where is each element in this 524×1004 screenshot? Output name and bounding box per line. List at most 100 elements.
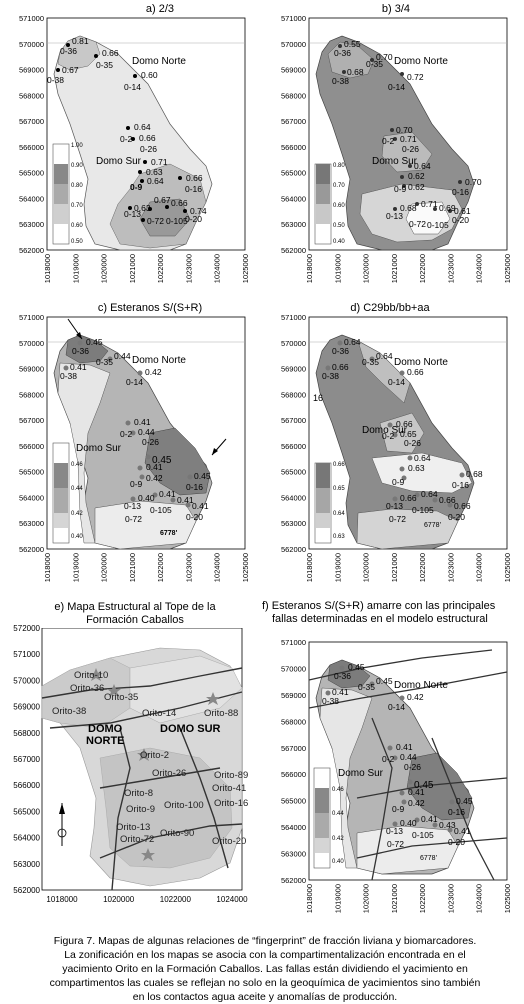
svg-text:0.63: 0.63	[408, 463, 425, 473]
svg-text:0-20: 0-20	[452, 215, 469, 225]
svg-text:0-36: 0-36	[332, 346, 349, 356]
svg-text:0-26: 0-26	[404, 762, 421, 772]
panel-b-map: 0.80 0.70 0.60 0.50 0.40 Domo Norte Domo…	[308, 17, 508, 251]
svg-text:Orito-16: Orito-16	[214, 798, 248, 809]
legend-c-2: 0.42	[71, 511, 83, 517]
legend-b-1: 0.70	[333, 183, 345, 189]
svg-text:Orito-88: Orito-88	[204, 708, 238, 719]
legend-c-0: 0.46	[71, 462, 83, 468]
domo-sur-label: Domo Sur	[372, 156, 418, 167]
svg-text:0.45: 0.45	[348, 662, 365, 672]
svg-text:0-36: 0-36	[334, 48, 351, 58]
svg-text:Orito-100: Orito-100	[164, 800, 204, 811]
svg-text:0.70: 0.70	[465, 177, 482, 187]
svg-text:0.41: 0.41	[134, 417, 151, 427]
svg-text:0-26: 0-26	[140, 144, 157, 154]
svg-text:0.66: 0.66	[186, 173, 203, 183]
svg-text:0.41: 0.41	[70, 362, 87, 372]
svg-text:0-20: 0-20	[185, 214, 202, 224]
legend-d-1: 0.65	[333, 486, 345, 492]
legend-c-1: 0.44	[71, 486, 83, 492]
legend-b-4: 0.40	[333, 239, 345, 245]
svg-text:Orito-9: Orito-9	[126, 804, 155, 815]
svg-text:0-36: 0-36	[72, 346, 89, 356]
svg-text:0.42: 0.42	[145, 367, 162, 377]
legend-a-4: 0.60	[71, 223, 83, 229]
legend-b-3: 0.50	[333, 223, 345, 229]
svg-text:0-72: 0-72	[125, 514, 142, 524]
legend-f-0: 0.46	[332, 787, 344, 793]
svg-text:0.70: 0.70	[396, 125, 413, 135]
svg-text:Orito-72: Orito-72	[120, 834, 154, 845]
well-depth-label: 6778'	[160, 530, 178, 537]
svg-text:0-105: 0-105	[412, 830, 434, 840]
panel-f-map: 0.46 0.44 0.42 0.40 Domo Norte Domo Sur …	[308, 641, 508, 881]
svg-text:0.60: 0.60	[141, 70, 158, 80]
svg-text:0-13: 0-13	[386, 211, 403, 221]
svg-text:0-35: 0-35	[366, 59, 383, 69]
legend-c-3: 0.40	[71, 534, 83, 540]
domo-norte-label-2: NORTE	[86, 735, 125, 747]
domo-norte-label: Domo Norte	[132, 355, 186, 366]
legend-a-2: 0.80	[71, 183, 83, 189]
svg-text:0-20: 0-20	[448, 512, 465, 522]
svg-text:0.41: 0.41	[454, 826, 471, 836]
svg-text:0.41: 0.41	[396, 742, 413, 752]
domo-sur-label: Domo Sur	[362, 425, 408, 436]
svg-text:0-105: 0-105	[150, 505, 172, 515]
domo-sur-label: Domo Sur	[96, 156, 142, 167]
side-label: 16	[313, 393, 323, 403]
svg-text:0-36: 0-36	[60, 46, 77, 56]
caption-line-3: yacimiento Orito en la Formación Caballo…	[62, 963, 468, 975]
domo-norte-label: Domo Norte	[394, 56, 448, 67]
svg-text:0-20: 0-20	[448, 837, 465, 847]
svg-text:0.41: 0.41	[332, 687, 349, 697]
caption-line-5: en los contactos agua aceite y anomalías…	[132, 991, 398, 1003]
svg-text:0.67: 0.67	[154, 195, 171, 205]
svg-text:0.65: 0.65	[400, 429, 417, 439]
svg-text:0-9: 0-9	[392, 477, 405, 487]
svg-text:0.44: 0.44	[114, 351, 131, 361]
domo-norte-label-1: DOMO	[88, 723, 123, 735]
svg-text:0.66: 0.66	[171, 198, 188, 208]
svg-text:0-13: 0-13	[386, 501, 403, 511]
legend-f-1: 0.44	[332, 811, 344, 817]
legend-d-0: 0.66	[333, 462, 345, 468]
svg-text:0.68: 0.68	[347, 67, 364, 77]
svg-text:0-16: 0-16	[185, 184, 202, 194]
svg-text:0-35: 0-35	[358, 682, 375, 692]
domo-sur-label: Domo Sur	[338, 768, 384, 779]
svg-text:0.66: 0.66	[332, 362, 349, 372]
svg-text:0.69: 0.69	[439, 203, 456, 213]
svg-text:0-38: 0-38	[332, 76, 349, 86]
caption-line-2: La zonificación en los mapas se asocia c…	[64, 949, 466, 961]
svg-text:0.45: 0.45	[194, 471, 211, 481]
svg-text:0-16: 0-16	[186, 482, 203, 492]
svg-text:0-38: 0-38	[60, 371, 77, 381]
svg-text:0-14: 0-14	[126, 377, 143, 387]
svg-text:0.42: 0.42	[407, 692, 424, 702]
svg-text:0-72: 0-72	[409, 219, 426, 229]
panel-f-title-2: fallas determinadas en el modelo estruct…	[272, 613, 488, 625]
svg-text:Orito-20: Orito-20	[212, 836, 246, 847]
legend-a-0: 1.00	[71, 143, 83, 149]
svg-text:0-38: 0-38	[322, 371, 339, 381]
svg-text:0-105: 0-105	[427, 220, 449, 230]
svg-text:Orito-13: Orito-13	[116, 822, 150, 833]
svg-text:Orito-35: Orito-35	[104, 692, 138, 703]
svg-text:Orito-41: Orito-41	[212, 783, 246, 794]
figure-caption: Figura 7. Mapas de algunas relaciones de…	[20, 934, 510, 1004]
svg-text:0.71: 0.71	[400, 134, 417, 144]
svg-text:0.64: 0.64	[414, 453, 431, 463]
svg-text:0-2: 0-2	[382, 754, 395, 764]
legend-f-3: 0.40	[332, 859, 344, 865]
panel-c-map: 0.46 0.44 0.42 0.40 Domo Norte Domo Sur …	[46, 316, 246, 550]
svg-text:0.40: 0.40	[400, 818, 417, 828]
svg-text:0.70: 0.70	[376, 52, 393, 62]
svg-text:0-14: 0-14	[388, 377, 405, 387]
domo-norte-label: Domo Norte	[132, 56, 186, 67]
well-depth-label: 6778'	[424, 522, 441, 529]
svg-text:0-38: 0-38	[47, 75, 64, 85]
svg-text:0-14: 0-14	[388, 702, 405, 712]
panel-d-map: 0.66 0.65 0.64 0.63 16 Domo Norte Domo S…	[308, 316, 508, 550]
